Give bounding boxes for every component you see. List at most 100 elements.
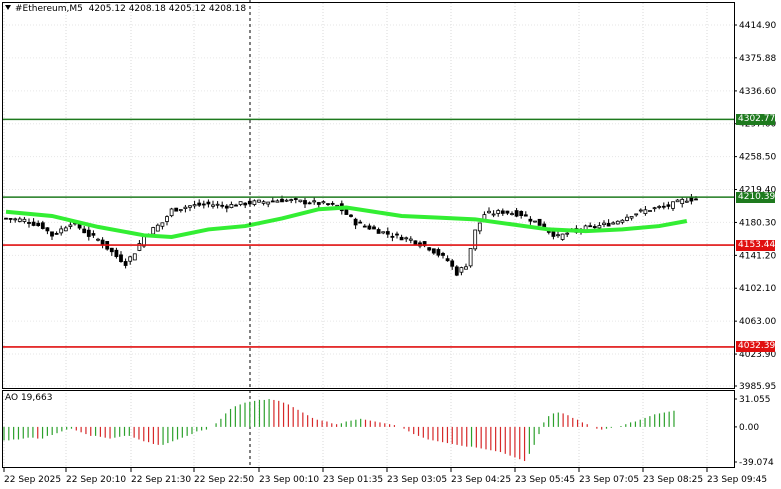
candle-body <box>201 203 206 206</box>
candle-body <box>206 201 211 205</box>
candle-body <box>615 220 620 225</box>
candle-body <box>22 218 27 222</box>
time-axis: 22 Sep 2025 22 Sep 20:10 22 Sep 21:30 22 Se… <box>3 468 767 485</box>
candle-body <box>321 201 326 204</box>
ao-plot-frame <box>2 390 735 468</box>
candle-body <box>427 247 432 251</box>
ao-tick-label: -39.074 <box>739 458 774 468</box>
candle-body <box>307 202 312 205</box>
candle-body <box>192 204 197 207</box>
candle-body <box>293 198 298 200</box>
candle-body <box>275 200 280 203</box>
candle-body <box>289 199 294 202</box>
candle-body <box>326 203 330 206</box>
candle-body <box>404 237 409 240</box>
price-axis: 4414.904375.884336.604297.604258.504219.… <box>734 21 776 392</box>
candle-body <box>298 199 303 203</box>
candle-body <box>155 224 160 232</box>
ao-tick-label: 31.055 <box>739 395 771 405</box>
candle-body <box>372 226 376 230</box>
level-price-tag: 4032.39 <box>736 341 776 353</box>
candle-body <box>261 201 266 204</box>
price-tick-label: 3985.95 <box>739 382 776 392</box>
time-tick-label: 23 Sep 00:10 <box>259 475 319 485</box>
ao-histogram <box>3 399 675 462</box>
candle-body <box>330 202 335 205</box>
main-plot-frame <box>2 2 735 389</box>
candle-body <box>689 196 694 202</box>
candle-body <box>505 210 510 214</box>
level-lines <box>3 118 734 348</box>
candle-body <box>606 222 611 227</box>
chart-header[interactable]: #Ethereum,M5 4205.12 4208.18 4205.12 420… <box>5 4 246 15</box>
candle-body <box>528 218 533 222</box>
time-tick-label: 22 Sep 22:50 <box>194 475 254 485</box>
candle-body <box>54 232 59 235</box>
candle-body <box>123 261 128 266</box>
candle-body <box>556 234 560 237</box>
candle-body <box>602 222 606 225</box>
time-tick-label: 22 Sep 20:10 <box>66 475 126 485</box>
candle-body <box>620 219 625 223</box>
candle-body <box>96 238 100 241</box>
price-tick-label: 4063.00 <box>739 317 776 327</box>
ao-axis: 31.055 0.00 -39.074 <box>734 395 774 468</box>
candle-body <box>675 199 680 203</box>
candle-body <box>234 204 238 207</box>
price-tick-label: 4102.10 <box>739 284 776 294</box>
level-price-tag: 4302.77 <box>736 113 776 125</box>
time-tick-label: 22 Sep 2025 <box>4 475 61 485</box>
candle-body <box>464 266 468 270</box>
candle-body <box>611 222 616 225</box>
candle-body <box>533 220 537 223</box>
candle-body <box>436 249 441 256</box>
candle-body <box>4 217 8 220</box>
price-tick-label: 4258.50 <box>739 153 776 163</box>
candle-body <box>82 228 87 234</box>
candle-body <box>280 198 284 203</box>
candle-body <box>137 243 142 251</box>
ao-indicator-title: AO 19,663 <box>5 393 53 403</box>
candle-body <box>211 204 215 207</box>
candle-body <box>487 210 491 214</box>
price-tick-label: 4141.20 <box>739 251 776 261</box>
candle-body <box>114 249 119 257</box>
candle-body <box>491 213 496 216</box>
candle-body <box>441 252 445 256</box>
candle-body <box>477 222 482 232</box>
candle-body <box>174 207 179 212</box>
candle-body <box>362 225 367 228</box>
candle-body <box>445 258 450 262</box>
candle-body <box>50 231 54 237</box>
price-tick-label: 4219.40 <box>739 186 776 196</box>
candle-body <box>284 199 289 202</box>
candle-body <box>91 233 96 236</box>
candle-body <box>247 200 252 205</box>
candle-body <box>510 213 514 216</box>
chevron-down-icon[interactable] <box>5 5 11 10</box>
candle-body <box>500 210 505 214</box>
candle-body <box>629 216 634 219</box>
candle-body <box>671 201 675 209</box>
moving-average-line <box>5 205 688 240</box>
candle-body <box>390 235 395 238</box>
candle-body <box>36 222 41 227</box>
candle-body <box>303 200 307 205</box>
candle-body <box>666 204 671 207</box>
candle-body <box>588 225 593 228</box>
candle-body <box>132 253 137 261</box>
time-tick-label: 23 Sep 08:25 <box>643 475 703 485</box>
time-tick-label: 23 Sep 05:45 <box>515 475 575 485</box>
candle-body <box>128 256 133 262</box>
candle-body <box>459 267 464 273</box>
price-tick-label: 4180.30 <box>739 218 776 228</box>
candle-body <box>565 232 570 235</box>
time-tick-label: 23 Sep 07:05 <box>579 475 639 485</box>
candle-body <box>592 226 597 229</box>
ohlc-values: 4205.12 4208.18 4205.12 4208.18 <box>88 4 247 14</box>
candle-body <box>238 201 243 205</box>
candle-body <box>648 210 652 212</box>
candle-body <box>514 210 519 217</box>
vertical-grid <box>3 3 708 467</box>
